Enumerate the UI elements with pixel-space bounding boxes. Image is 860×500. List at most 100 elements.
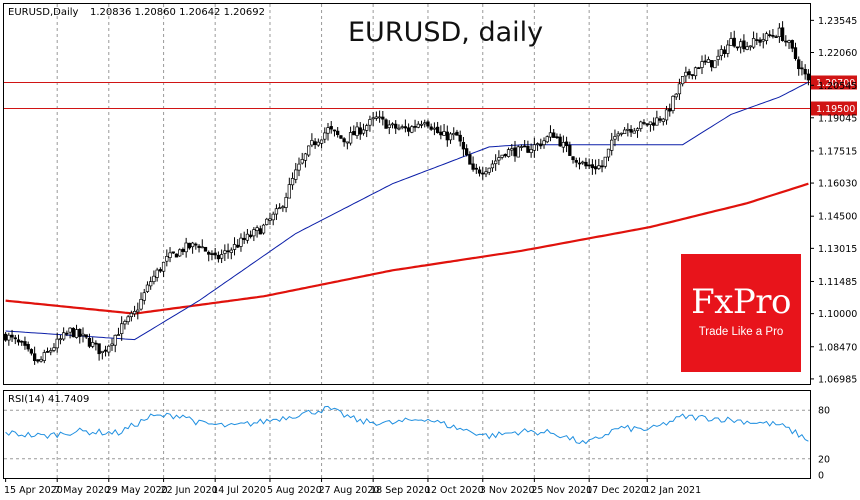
candle-body	[697, 67, 701, 70]
candle	[516, 145, 520, 158]
candle	[655, 110, 659, 126]
candle	[529, 143, 533, 158]
candle	[20, 340, 24, 346]
candle	[252, 227, 256, 242]
candle-body	[410, 126, 414, 133]
candle	[684, 66, 688, 83]
candle-body	[419, 123, 424, 126]
candle	[526, 140, 530, 154]
candle-body	[332, 129, 337, 132]
candle	[168, 247, 172, 263]
candle	[787, 39, 791, 50]
rsi-axis-label: 0	[818, 471, 824, 482]
candle	[52, 343, 56, 353]
candle	[584, 157, 588, 170]
price-tick-label: 1.06985	[818, 374, 857, 385]
candle	[81, 327, 85, 343]
slow-ma-line	[5, 182, 809, 315]
candle	[616, 131, 620, 142]
candle	[806, 69, 811, 86]
candle-body	[745, 46, 749, 50]
candle	[629, 125, 633, 138]
candle-body	[693, 67, 698, 77]
candle	[400, 124, 404, 130]
price-tick-label: 1.11485	[818, 277, 857, 288]
candle-body	[116, 334, 121, 336]
candle	[200, 239, 204, 249]
candle	[403, 119, 408, 133]
candle	[693, 66, 698, 80]
candle	[552, 128, 556, 138]
candle	[423, 119, 427, 128]
price-tick-label: 1.17515	[818, 146, 857, 157]
candle	[645, 123, 649, 127]
candle	[745, 41, 749, 51]
time-tick-label: 15 Apr 2020	[4, 485, 63, 496]
candle-body	[519, 146, 524, 148]
candle-body	[384, 119, 388, 129]
candle-body	[442, 131, 446, 136]
candle	[223, 244, 227, 262]
candle-body	[606, 148, 611, 158]
candle-body	[123, 321, 127, 325]
candle	[803, 64, 807, 80]
candle	[632, 127, 636, 134]
candle-body	[455, 131, 459, 136]
candle-body	[271, 213, 275, 221]
candle	[287, 177, 291, 199]
candle-body	[461, 141, 466, 150]
candle-body	[213, 252, 217, 256]
candle-body	[687, 71, 691, 76]
candle	[571, 156, 575, 164]
candle-body	[713, 60, 717, 69]
candle	[232, 237, 237, 256]
candle-body	[574, 160, 578, 163]
candle	[774, 34, 778, 38]
candle	[726, 40, 730, 58]
candle-body	[145, 284, 150, 292]
candle-body	[39, 359, 43, 362]
candle-body	[319, 139, 324, 144]
candle-body	[313, 141, 317, 145]
candle	[577, 157, 582, 170]
price-tick-label: 1.13015	[818, 244, 857, 255]
candle-body	[316, 141, 320, 146]
candle	[732, 30, 736, 48]
candle-body	[355, 126, 359, 136]
candle	[729, 32, 733, 46]
candle-body	[487, 167, 491, 173]
candle-body	[458, 134, 462, 142]
candle-body	[68, 327, 72, 333]
candle-body	[36, 359, 40, 362]
candle	[397, 124, 401, 131]
candle-body	[793, 47, 798, 60]
candle-body	[674, 93, 678, 98]
candle	[49, 347, 53, 356]
candle-body	[797, 59, 801, 70]
candle	[568, 141, 572, 156]
candle-body	[542, 140, 546, 145]
candle-body	[242, 237, 246, 241]
candle-body	[281, 206, 285, 209]
candle-body	[29, 349, 34, 354]
candle-body	[165, 256, 169, 262]
candle-body	[481, 172, 485, 175]
candle-body	[368, 119, 372, 126]
candle-body	[216, 254, 221, 260]
candle	[71, 327, 75, 338]
level-price-label: 1.20700	[816, 78, 855, 89]
candle	[339, 135, 343, 139]
candle	[384, 118, 388, 129]
candle	[268, 212, 272, 225]
candle-body	[645, 123, 649, 126]
candle-body	[32, 353, 37, 362]
candle	[661, 117, 665, 126]
candle-body	[87, 338, 92, 347]
candle-body	[310, 140, 314, 146]
candle-body	[52, 347, 56, 351]
candle	[178, 248, 182, 257]
candle-body	[690, 74, 694, 76]
fast-moving-average	[5, 81, 809, 341]
symbol-label: EURUSD,Daily	[8, 7, 79, 18]
candle	[97, 343, 101, 361]
